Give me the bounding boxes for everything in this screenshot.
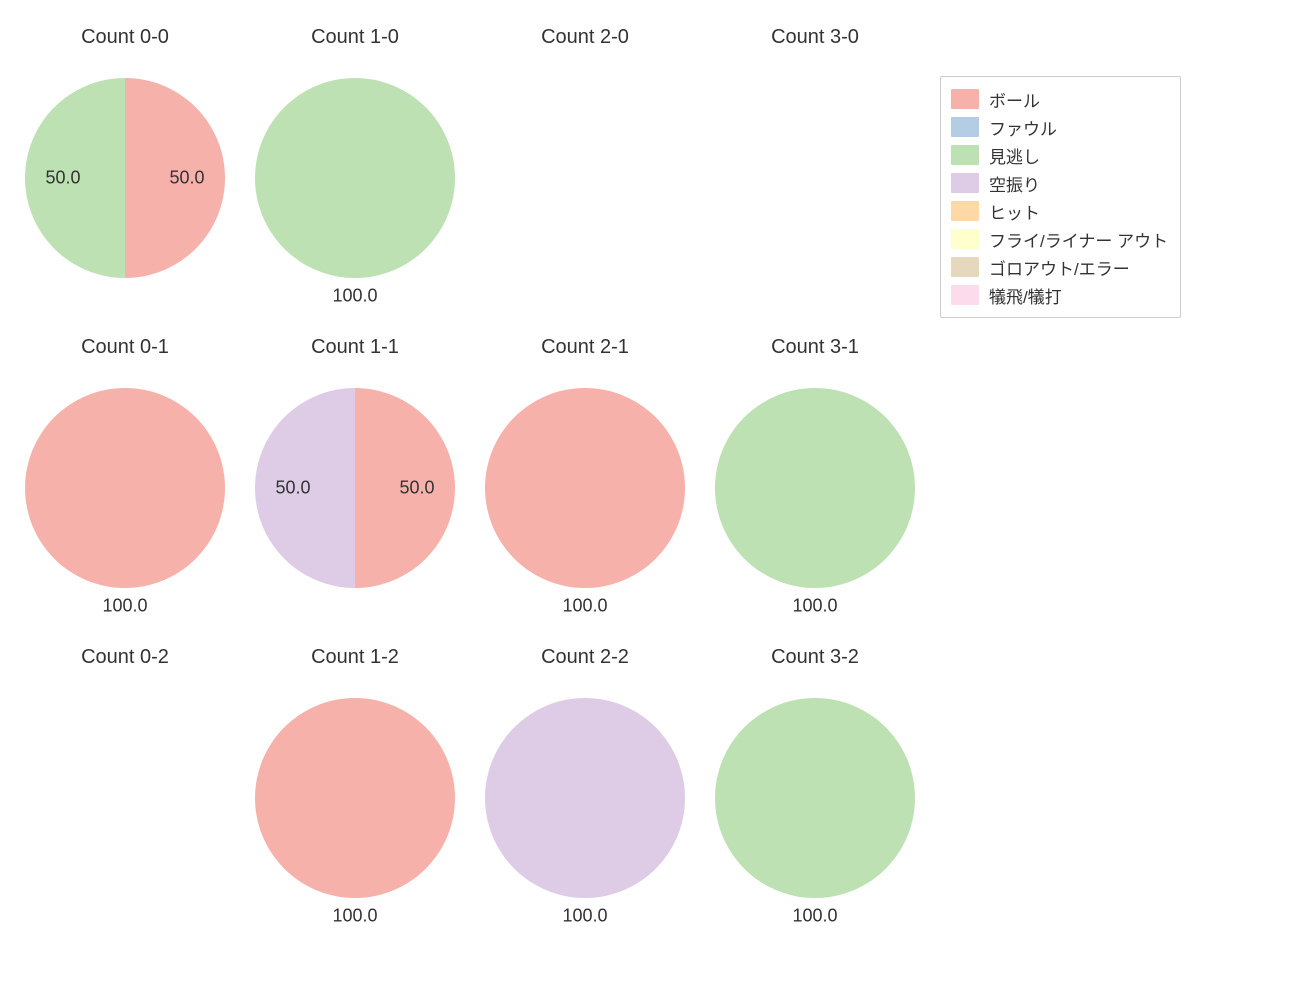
panel-count-0-1: Count 0-1 100.0 [10, 320, 240, 630]
pie-slice-label: 100.0 [332, 286, 377, 307]
legend-label: ヒット [989, 199, 1040, 224]
pie-svg [485, 698, 685, 898]
legend-item-sac: 犠飛/犠打 [951, 281, 1168, 309]
panel-title: Count 2-0 [470, 26, 700, 49]
pie-chart: 50.0 50.0 [25, 78, 225, 278]
panel-title: Count 3-0 [700, 26, 930, 49]
panel-title: Count 3-2 [700, 646, 930, 669]
panel-count-3-1: Count 3-1 100.0 [700, 320, 930, 630]
panel-count-1-0: Count 1-0 100.0 [240, 10, 470, 320]
legend-item-swinging: 空振り [951, 169, 1168, 197]
legend-swatch [951, 201, 979, 221]
pie-svg [255, 698, 455, 898]
legend-label: フライ/ライナー アウト [989, 227, 1168, 252]
panel-title: Count 0-0 [10, 26, 240, 49]
pie-slice-ball [25, 388, 225, 588]
panel-title: Count 2-2 [470, 646, 700, 669]
panel-title: Count 0-1 [10, 336, 240, 359]
legend-item-ground: ゴロアウト/エラー [951, 253, 1168, 281]
pie-slice-called [255, 78, 455, 278]
pie-slice-label: 100.0 [792, 906, 837, 927]
panel-title: Count 1-0 [240, 26, 470, 49]
pie-svg [715, 388, 915, 588]
legend-label: 見逃し [989, 143, 1040, 168]
pie-slice-called [715, 698, 915, 898]
figure: { "figure": { "width_px": 1300, "height_… [0, 0, 1300, 1000]
legend-label: ファウル [989, 115, 1057, 140]
panel-count-1-1: Count 1-1 50.0 50.0 [240, 320, 470, 630]
pie-slice-label: 50.0 [399, 478, 434, 499]
pie-slice-swinging [485, 698, 685, 898]
legend-label: 犠飛/犠打 [989, 283, 1062, 308]
pie-slice-ball [485, 388, 685, 588]
pie-svg [255, 78, 455, 278]
panel-count-3-2: Count 3-2 100.0 [700, 630, 930, 940]
panel-title: Count 2-1 [470, 336, 700, 359]
legend-item-called: 見逃し [951, 141, 1168, 169]
legend-label: ボール [989, 87, 1040, 112]
legend-swatch [951, 229, 979, 249]
panel-count-2-2: Count 2-2 100.0 [470, 630, 700, 940]
legend-item-ball: ボール [951, 85, 1168, 113]
pie-chart: 100.0 [255, 698, 455, 898]
pie-chart: 100.0 [715, 388, 915, 588]
panel-count-3-0: Count 3-0 [700, 10, 930, 320]
pie-chart: 50.0 50.0 [255, 388, 455, 588]
pie-chart: 100.0 [715, 698, 915, 898]
pie-chart: 100.0 [485, 698, 685, 898]
panel-title: Count 1-1 [240, 336, 470, 359]
pie-slice-label: 100.0 [562, 596, 607, 617]
pie-chart [715, 78, 915, 278]
panel-count-2-1: Count 2-1 100.0 [470, 320, 700, 630]
legend-label: ゴロアウト/エラー [989, 255, 1130, 280]
pie-chart [485, 78, 685, 278]
legend-swatch [951, 145, 979, 165]
panel-count-0-0: Count 0-0 50.0 50.0 [10, 10, 240, 320]
pie-svg [715, 698, 915, 898]
legend-swatch [951, 117, 979, 137]
legend-swatch [951, 89, 979, 109]
pie-svg [485, 388, 685, 588]
panel-title: Count 0-2 [10, 646, 240, 669]
pie-chart: 100.0 [485, 388, 685, 588]
pie-svg [25, 388, 225, 588]
pie-chart: 100.0 [255, 78, 455, 278]
pie-slice-label: 100.0 [792, 596, 837, 617]
panel-count-1-2: Count 1-2 100.0 [240, 630, 470, 940]
pie-slice-label: 50.0 [45, 168, 80, 189]
panel-count-0-2: Count 0-2 [10, 630, 240, 940]
pie-slice-label: 100.0 [562, 906, 607, 927]
pie-slice-label: 100.0 [332, 906, 377, 927]
legend-label: 空振り [989, 171, 1040, 196]
pie-slice-ball [255, 698, 455, 898]
pie-slice-label: 50.0 [275, 478, 310, 499]
pie-chart: 100.0 [25, 388, 225, 588]
pie-slice-called [715, 388, 915, 588]
pie-chart [25, 698, 225, 898]
legend-swatch [951, 257, 979, 277]
legend: ボール ファウル 見逃し 空振り ヒット フライ/ライナー アウト ゴロアウト/… [940, 76, 1181, 318]
panel-title: Count 3-1 [700, 336, 930, 359]
legend-swatch [951, 173, 979, 193]
panel-title: Count 1-2 [240, 646, 470, 669]
legend-item-fly-liner: フライ/ライナー アウト [951, 225, 1168, 253]
legend-item-foul: ファウル [951, 113, 1168, 141]
pie-slice-label: 100.0 [102, 596, 147, 617]
pie-slice-label: 50.0 [169, 168, 204, 189]
legend-swatch [951, 285, 979, 305]
legend-item-hit: ヒット [951, 197, 1168, 225]
panel-count-2-0: Count 2-0 [470, 10, 700, 320]
